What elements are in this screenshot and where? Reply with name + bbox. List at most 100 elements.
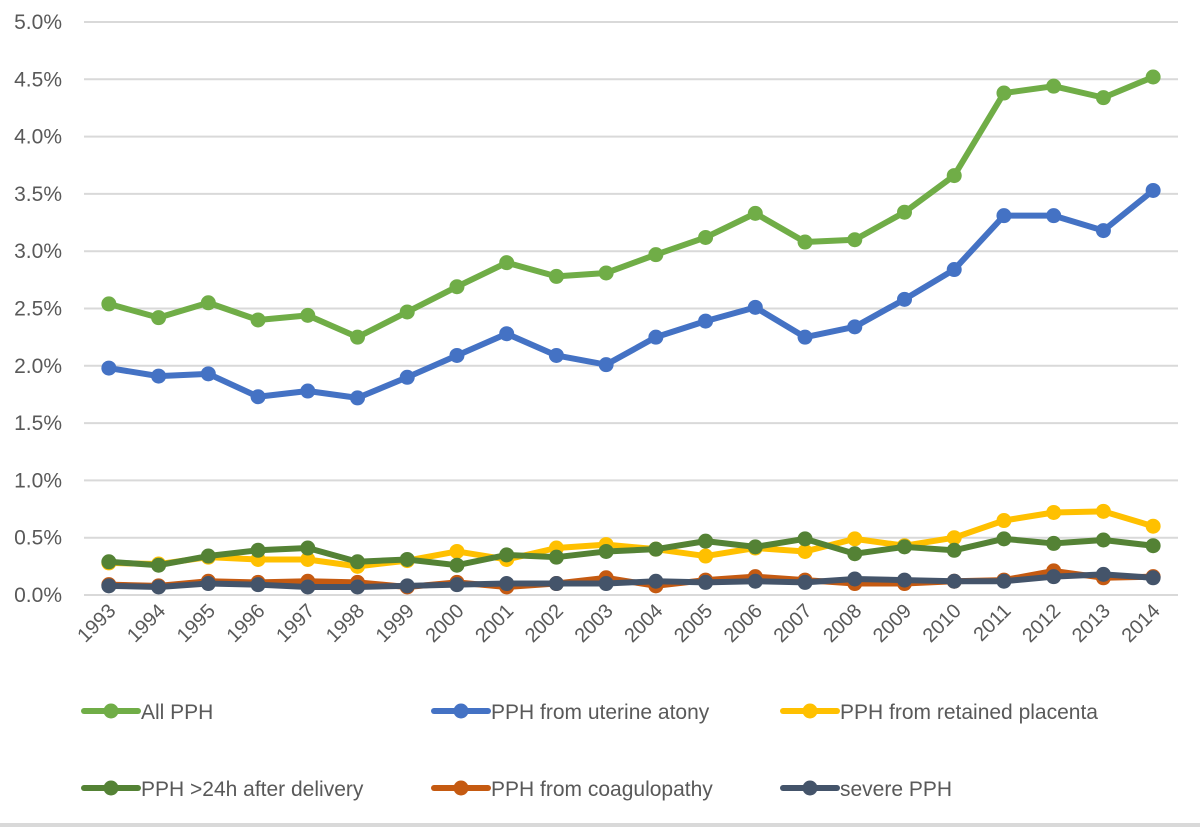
- data-point: [946, 542, 962, 558]
- data-point: [449, 279, 465, 295]
- x-tick-label: 2014: [1118, 600, 1165, 647]
- data-point: [747, 299, 763, 315]
- x-tick-label: 2011: [970, 600, 1016, 646]
- data-point: [250, 577, 266, 593]
- legend-item: PPH from coagulopathy: [431, 778, 713, 801]
- data-point: [200, 548, 216, 564]
- data-point: [996, 531, 1012, 547]
- data-point: [946, 168, 962, 184]
- x-tick-label: 2013: [1068, 600, 1115, 647]
- data-point: [598, 357, 614, 373]
- data-point: [300, 579, 316, 595]
- series-line: [105, 74, 1157, 341]
- data-point: [946, 262, 962, 278]
- bottom-border: [0, 823, 1200, 827]
- series-pph-24h-after-delivery: [101, 531, 1161, 573]
- x-tick-label: 2001: [471, 600, 518, 647]
- data-point: [996, 573, 1012, 589]
- data-point: [648, 541, 664, 557]
- data-point: [648, 329, 664, 345]
- data-point: [1095, 503, 1111, 519]
- data-point: [847, 531, 863, 547]
- x-tick-label: 2012: [1018, 600, 1065, 647]
- gridlines: [84, 21, 1178, 596]
- data-point: [399, 369, 415, 385]
- x-tick-label: 2002: [521, 600, 568, 647]
- legend-label: PPH >24h after delivery: [141, 778, 364, 801]
- y-tick-label: 3.0%: [14, 240, 62, 263]
- data-point: [101, 360, 117, 376]
- data-point: [151, 310, 167, 326]
- data-point: [548, 347, 564, 363]
- data-point: [499, 255, 515, 271]
- data-point: [250, 542, 266, 558]
- data-point: [1145, 69, 1161, 85]
- x-tick-label: 2006: [720, 600, 767, 647]
- series-line: [105, 187, 1157, 401]
- x-tick-label: 2003: [571, 600, 618, 647]
- data-point: [101, 296, 117, 312]
- legend-dot-marker-icon: [802, 780, 818, 796]
- y-tick-label: 4.0%: [14, 126, 62, 149]
- data-point: [548, 268, 564, 284]
- y-tick-label: 3.5%: [14, 183, 62, 206]
- legend-label: severe PPH: [840, 778, 952, 801]
- data-point: [1046, 569, 1062, 585]
- legend-dot-marker-icon: [453, 703, 469, 719]
- x-tick-label: 2010: [919, 600, 966, 647]
- series-severe-pph: [101, 566, 1161, 595]
- data-point: [698, 229, 714, 245]
- x-tick-label: 2004: [620, 600, 667, 647]
- data-point: [648, 573, 664, 589]
- y-tick-label: 4.5%: [14, 68, 62, 91]
- y-tick-label: 0.0%: [14, 584, 62, 607]
- data-point: [151, 557, 167, 573]
- data-point: [797, 531, 813, 547]
- data-point: [1046, 78, 1062, 94]
- x-tick-label: 2007: [770, 600, 817, 647]
- legend-dot-marker-icon: [453, 780, 469, 796]
- data-point: [897, 291, 912, 307]
- data-point: [1095, 223, 1111, 239]
- legend: All PPH PPH from uterine atony PPH from re…: [81, 701, 1098, 801]
- data-point: [499, 576, 515, 592]
- x-axis-ticks: 1993 1994 1995 1996 1997 1998 1999 2000 2001 2002…: [73, 600, 1164, 647]
- data-point: [449, 557, 465, 573]
- data-point: [151, 579, 167, 595]
- data-point: [698, 533, 714, 549]
- legend-label: All PPH: [141, 701, 213, 724]
- series-all-pph: [101, 69, 1161, 345]
- data-point: [698, 313, 714, 329]
- data-point: [399, 551, 415, 567]
- data-point: [598, 576, 614, 592]
- data-point: [1145, 570, 1161, 586]
- data-point: [300, 551, 316, 567]
- y-tick-label: 0.5%: [14, 527, 62, 550]
- data-point: [548, 576, 564, 592]
- data-point: [548, 549, 564, 565]
- data-point: [797, 234, 813, 250]
- data-point: [847, 571, 863, 587]
- data-point: [499, 547, 515, 563]
- data-point: [300, 307, 316, 323]
- x-tick-label: 1997: [272, 600, 319, 647]
- x-tick-label: 1995: [173, 600, 220, 647]
- x-tick-label: 1999: [372, 600, 419, 647]
- data-point: [1145, 182, 1161, 198]
- data-point: [946, 530, 962, 546]
- data-point: [897, 572, 912, 588]
- data-point: [449, 577, 465, 593]
- legend-item: All PPH: [81, 701, 213, 724]
- series-lines: [101, 69, 1161, 595]
- legend-label: PPH from uterine atony: [491, 701, 710, 724]
- series-line: [105, 535, 1157, 569]
- legend-item: PPH >24h after delivery: [81, 778, 364, 801]
- data-point: [250, 312, 266, 328]
- legend-label: PPH from retained placenta: [840, 701, 1098, 724]
- data-point: [250, 389, 266, 405]
- data-point: [897, 204, 912, 220]
- data-point: [747, 205, 763, 221]
- legend-item: severe PPH: [780, 778, 952, 801]
- data-point: [101, 578, 117, 594]
